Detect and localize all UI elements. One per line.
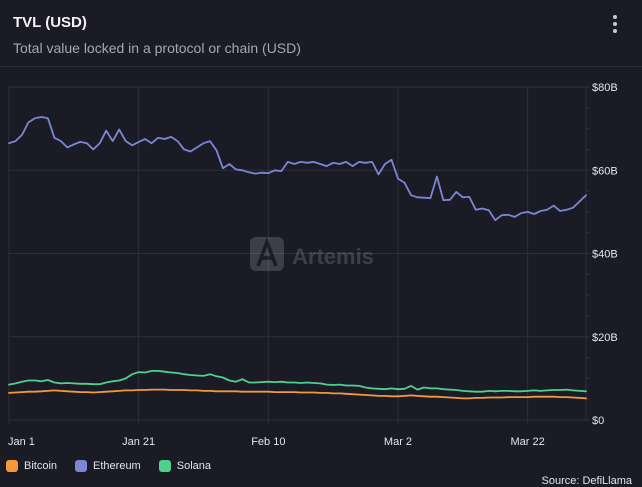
y-axis-labels: $0 $20B $40B $60B $80B [592,82,618,427]
header-divider [0,66,642,67]
more-options-icon[interactable] [604,12,626,36]
watermark-text: Artemis [292,244,374,269]
x-axis-labels: Jan 1 Jan 21 Feb 10 Mar 2 Mar 22 [8,420,545,448]
legend-label-solana: Solana [176,460,211,472]
series-line-ethereum [8,116,587,222]
source-label: Source: DefiLlama [541,475,633,487]
chart-subtitle: Total value locked in a protocol or chai… [13,40,301,56]
y-tick-label: $60B [592,165,618,177]
series-line-solana [8,369,587,393]
x-tick-label: Jan 21 [122,436,155,448]
y-tick-label: $80B [592,82,618,94]
y-tick-label: $0 [592,415,604,427]
chart-title: TVL (USD) [13,14,87,31]
legend-swatch-ethereum [75,460,88,472]
x-tick-label: Feb 10 [251,436,285,448]
legend-item-ethereum[interactable]: Ethereum [75,460,141,472]
legend-label-ethereum: Ethereum [93,460,141,472]
legend-item-bitcoin[interactable]: Bitcoin [6,460,57,472]
x-tick-label: Mar 22 [511,436,545,448]
series-lines [8,116,587,400]
legend-swatch-bitcoin [6,460,18,472]
artemis-watermark: Artemis [250,237,374,271]
x-tick-label: Jan 1 [8,436,35,448]
legend-swatch-solana [158,460,171,472]
series-line-bitcoin [8,388,587,400]
tvl-line-chart: Artemis $0 $20B $40B $60B $80B Jan 1 Jan 21 Fe… [8,82,618,448]
x-tick-label: Mar 2 [384,436,412,448]
chart-legend: Bitcoin Ethereum Solana [6,460,211,472]
artemis-logo-icon [250,237,284,271]
y-tick-label: $40B [592,249,618,261]
y-tick-label: $20B [592,332,618,344]
legend-label-bitcoin: Bitcoin [24,460,58,472]
legend-item-solana[interactable]: Solana [158,460,211,472]
